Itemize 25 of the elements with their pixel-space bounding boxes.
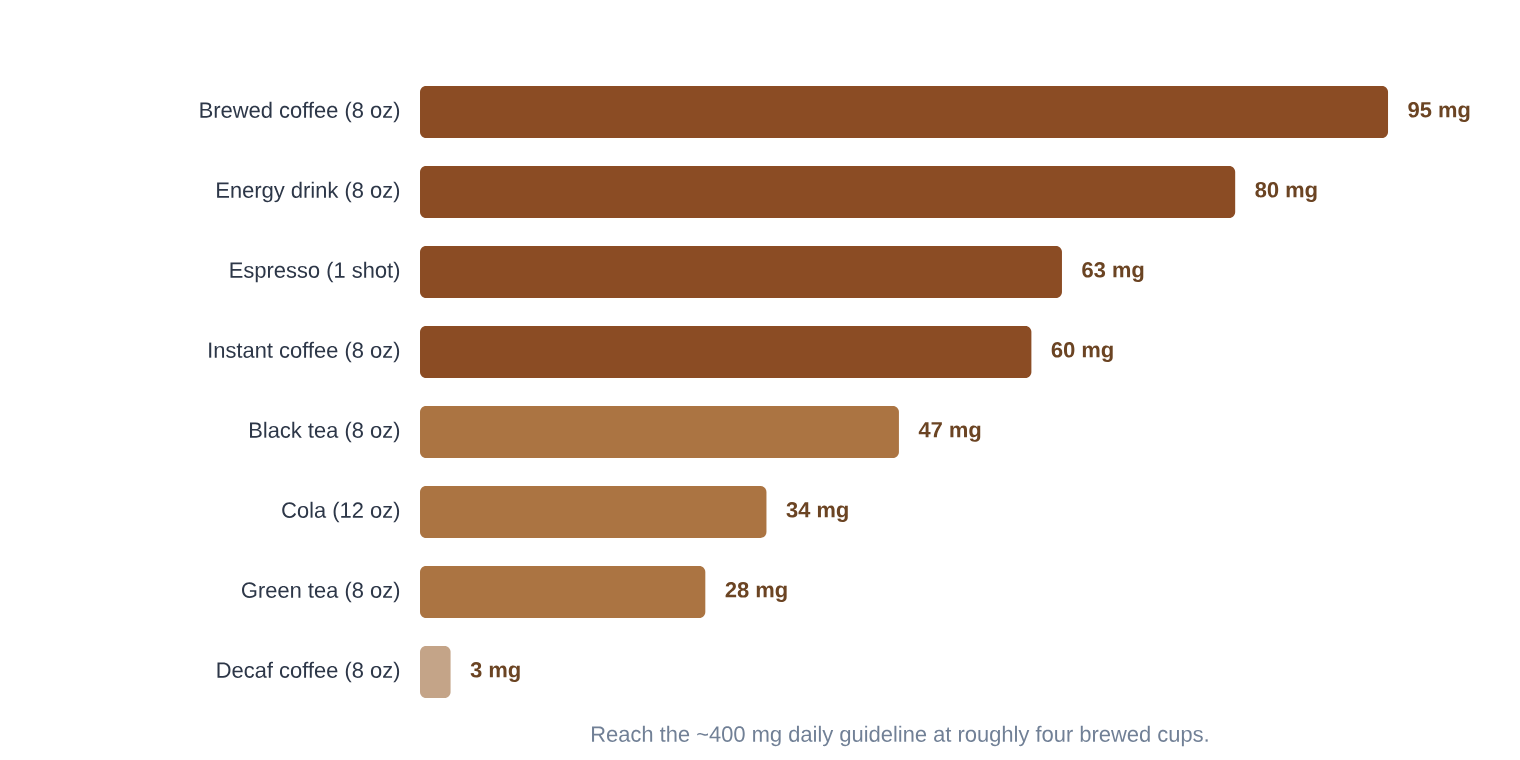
bar — [420, 166, 1236, 218]
y-tick-label: Green tea (8 oz) — [242, 581, 400, 603]
data-label: 60 mg — [1051, 342, 1113, 362]
data-label: 34 mg — [786, 502, 848, 522]
bar — [420, 646, 451, 699]
data-label: 80 mg — [1255, 182, 1317, 202]
bar — [420, 246, 1062, 298]
bar — [420, 486, 767, 538]
data-label: 3 mg — [470, 662, 520, 682]
bar — [420, 85, 1389, 138]
y-tick-label: Energy drink (8 oz) — [217, 181, 400, 203]
y-tick-label: Black tea (8 oz) — [250, 421, 400, 443]
bar — [420, 406, 899, 458]
y-tick-label: Instant coffee (8 oz) — [209, 341, 400, 363]
data-label: 47 mg — [918, 422, 981, 442]
text: Reach the ~400 mg daily guideline at roughly four brewed cups. — [592, 725, 1208, 747]
y-tick-label: Brewed coffee (8 oz) — [200, 101, 400, 123]
bar — [420, 566, 706, 618]
data-label: 95 mg — [1408, 102, 1470, 122]
data-label: 63 mg — [1082, 262, 1144, 282]
y-tick-label: Espresso (1 shot) — [230, 261, 400, 283]
y-tick-label: Cola (12 oz) — [282, 501, 400, 523]
y-tick-label: Decaf coffee (8 oz) — [217, 661, 400, 683]
data-label: 28 mg — [725, 582, 787, 602]
bar — [420, 326, 1032, 378]
